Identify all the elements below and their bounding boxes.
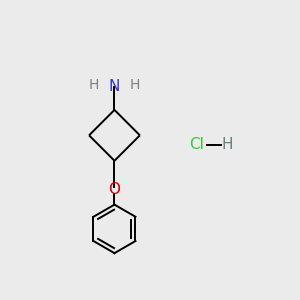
Text: Cl: Cl (189, 137, 204, 152)
Text: H: H (222, 137, 233, 152)
Text: H: H (130, 77, 140, 92)
Text: O: O (109, 182, 121, 197)
Text: H: H (89, 77, 100, 92)
Text: N: N (109, 79, 120, 94)
